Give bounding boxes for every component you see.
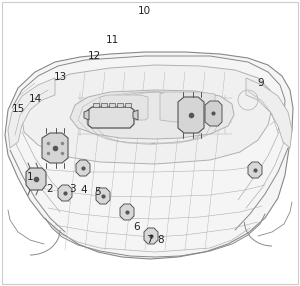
Polygon shape bbox=[70, 90, 234, 139]
Polygon shape bbox=[144, 228, 158, 244]
Polygon shape bbox=[109, 103, 115, 107]
Text: 7: 7 bbox=[146, 235, 153, 245]
Polygon shape bbox=[205, 101, 222, 126]
Text: 2: 2 bbox=[46, 184, 53, 194]
Text: 12: 12 bbox=[88, 51, 101, 61]
Polygon shape bbox=[117, 103, 123, 107]
Text: 3: 3 bbox=[69, 184, 75, 194]
Text: 5: 5 bbox=[94, 187, 101, 196]
Text: 13: 13 bbox=[53, 72, 67, 82]
Text: 10: 10 bbox=[137, 7, 151, 16]
Text: 4: 4 bbox=[81, 185, 87, 195]
Polygon shape bbox=[8, 78, 55, 148]
Polygon shape bbox=[101, 103, 107, 107]
Polygon shape bbox=[26, 168, 46, 190]
Text: 8: 8 bbox=[157, 235, 164, 245]
Polygon shape bbox=[5, 52, 293, 259]
Polygon shape bbox=[22, 65, 272, 164]
Polygon shape bbox=[84, 110, 89, 120]
Polygon shape bbox=[96, 188, 110, 204]
Polygon shape bbox=[120, 204, 134, 220]
Polygon shape bbox=[133, 110, 138, 120]
Polygon shape bbox=[178, 97, 204, 133]
Polygon shape bbox=[88, 107, 134, 128]
Polygon shape bbox=[248, 162, 262, 178]
Polygon shape bbox=[42, 133, 68, 163]
Text: 9: 9 bbox=[258, 78, 264, 88]
Polygon shape bbox=[93, 103, 99, 107]
Polygon shape bbox=[160, 92, 215, 122]
Polygon shape bbox=[76, 160, 90, 176]
Text: 15: 15 bbox=[12, 104, 25, 114]
Polygon shape bbox=[125, 103, 131, 107]
Text: 1: 1 bbox=[27, 172, 33, 182]
Polygon shape bbox=[100, 95, 148, 120]
Text: 6: 6 bbox=[133, 223, 140, 232]
Text: 14: 14 bbox=[29, 94, 42, 104]
Polygon shape bbox=[246, 78, 292, 148]
Text: 11: 11 bbox=[106, 35, 119, 45]
Polygon shape bbox=[58, 185, 72, 201]
